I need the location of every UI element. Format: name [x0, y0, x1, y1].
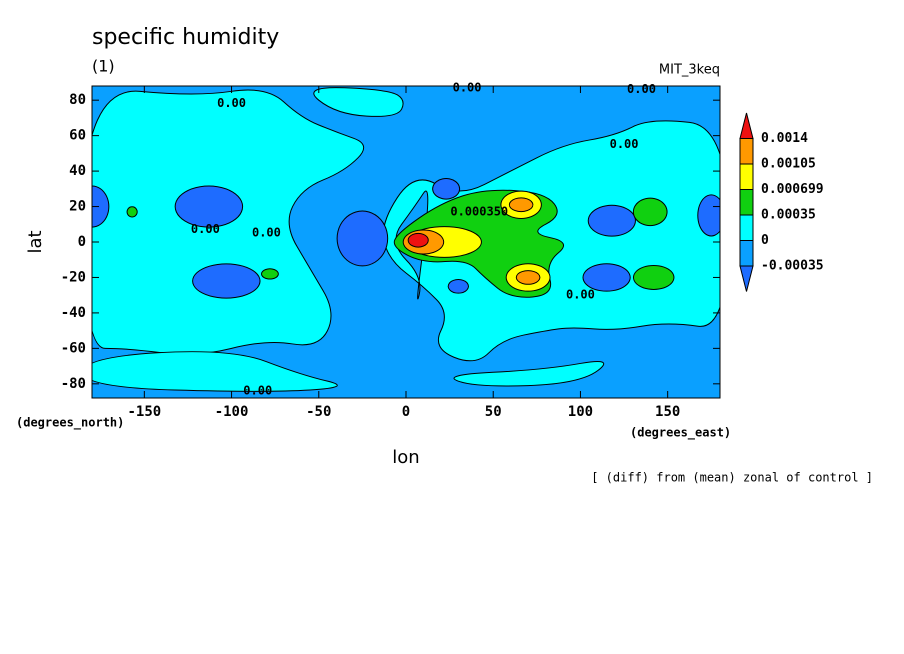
contour-label: 0.00	[217, 96, 246, 110]
colorbar-box	[739, 163, 754, 190]
contour-fill	[453, 361, 605, 387]
colorbar-arrow	[739, 112, 754, 139]
x-tick-label: -100	[215, 404, 249, 420]
colorbar-label: 0	[761, 233, 769, 248]
colorbar-box	[739, 214, 754, 241]
contour-fill	[407, 232, 429, 248]
contour-field	[92, 86, 720, 398]
contour-fill	[126, 206, 138, 218]
contour-fill	[313, 87, 404, 117]
contour-label: 0.00	[191, 222, 220, 236]
x-tick-label: 150	[655, 404, 680, 420]
contour-label: 0.00	[243, 383, 272, 397]
y-tick-label: 60	[69, 128, 86, 144]
x-tick-label: 50	[485, 404, 502, 420]
contour-fill	[336, 210, 389, 267]
colorbar-box	[739, 189, 754, 216]
contour-label: 0.00	[627, 82, 656, 96]
colorbar-box	[739, 138, 754, 165]
contour-fill	[447, 278, 469, 294]
x-tick-label: -150	[127, 404, 161, 420]
run-label: MIT_3keq	[659, 63, 720, 78]
contour-fill	[192, 263, 261, 299]
contour-label: 0.00	[566, 288, 595, 302]
colorbar-box	[739, 240, 754, 267]
contour-fill	[261, 268, 279, 280]
chart-title: specific humidity	[92, 25, 279, 50]
y-tick-label: 20	[69, 199, 86, 215]
contour-fill	[432, 178, 461, 200]
y-axis-label: lat	[25, 230, 46, 253]
contour-label: 0.00	[610, 137, 639, 151]
contour-fill	[508, 197, 534, 213]
contour-label: 0.00	[453, 80, 482, 94]
contour-fill	[587, 204, 636, 237]
contour-label: 0.00	[252, 226, 281, 240]
contour-fill	[174, 185, 244, 228]
colorbar-label: 0.00035	[761, 208, 816, 223]
x-axis-label: lon	[392, 447, 419, 468]
contour-fill	[632, 264, 675, 290]
y-tick-label: 40	[69, 163, 86, 179]
y-tick-label: -40	[61, 305, 86, 321]
contour-fill	[632, 197, 668, 227]
contour-fill	[92, 185, 110, 228]
contour-fill	[697, 194, 720, 237]
contour-fill	[582, 263, 631, 292]
colorbar-label: 0.00105	[761, 157, 816, 172]
colorbar-arrow	[739, 265, 754, 292]
contour-label: 0.000350	[450, 204, 508, 218]
y-tick-label: 80	[69, 92, 86, 108]
y-tick-label: -20	[61, 269, 86, 285]
y-tick-label: -80	[61, 376, 86, 392]
y-units: (degrees_north)	[16, 416, 124, 431]
y-tick-label: 0	[78, 234, 86, 250]
x-tick-label: 100	[568, 404, 593, 420]
colorbar-label: -0.00035	[761, 259, 824, 274]
x-units: (degrees_east)	[630, 426, 731, 441]
colorbar-label: 0.0014	[761, 131, 808, 146]
contour-fill	[515, 270, 541, 285]
colorbar-label: 0.000699	[761, 182, 824, 197]
y-tick-label: -60	[61, 340, 86, 356]
contour-fill	[92, 351, 338, 392]
subtitle: (1)	[92, 57, 115, 76]
x-tick-label: 0	[402, 404, 410, 420]
x-tick-label: -50	[306, 404, 331, 420]
footnote: [ (diff) from (mean) zonal of control ]	[591, 471, 873, 485]
